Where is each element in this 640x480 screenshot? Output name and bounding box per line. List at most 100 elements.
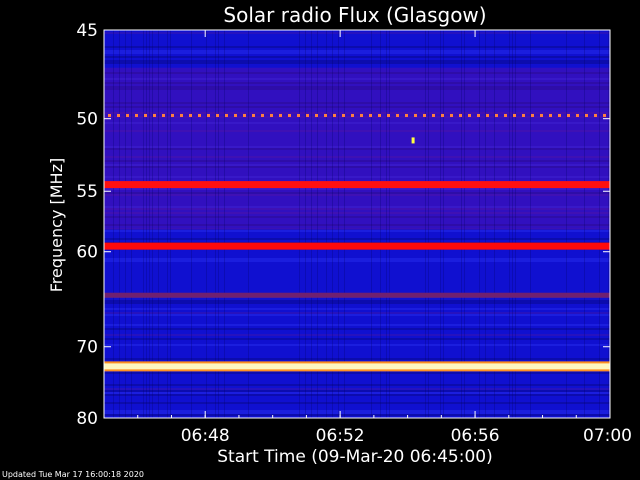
dotted-mark xyxy=(162,113,165,117)
dotted-mark xyxy=(315,113,318,117)
dotted-mark xyxy=(576,113,579,117)
texture-line xyxy=(104,188,610,190)
y-tick-label: 80 xyxy=(76,409,98,429)
dotted-mark xyxy=(288,113,291,117)
texture-column xyxy=(131,30,132,418)
texture-column xyxy=(566,30,567,418)
dotted-mark xyxy=(558,113,561,117)
dotted-mark xyxy=(468,113,471,117)
dotted-mark xyxy=(423,113,426,117)
texture-line xyxy=(104,146,610,148)
texture-column xyxy=(326,30,327,418)
texture-line xyxy=(104,194,610,196)
texture-column xyxy=(371,30,372,418)
dotted-mark xyxy=(432,113,435,117)
texture-column xyxy=(152,30,153,418)
dotted-mark xyxy=(216,113,219,117)
texture-line xyxy=(104,230,610,232)
band-59.5mhz xyxy=(104,242,610,250)
texture-line xyxy=(104,50,610,52)
texture-column xyxy=(167,30,168,418)
texture-column xyxy=(338,30,339,418)
texture-line xyxy=(104,388,610,390)
texture-line xyxy=(104,116,610,118)
texture-column xyxy=(332,30,333,418)
texture-line xyxy=(104,358,610,360)
dotted-mark xyxy=(369,113,372,117)
dotted-mark xyxy=(225,113,228,117)
texture-column xyxy=(248,30,249,418)
dotted-mark xyxy=(459,113,462,117)
y-tick-label: 45 xyxy=(76,21,98,41)
dotted-mark xyxy=(522,113,525,117)
texture-line xyxy=(104,402,610,404)
texture-column xyxy=(218,30,219,418)
texture-column xyxy=(530,30,531,418)
band-64.2mhz xyxy=(104,292,610,298)
texture-line xyxy=(104,78,610,80)
texture-column xyxy=(119,30,120,418)
texture-column xyxy=(191,30,192,418)
dotted-mark xyxy=(414,113,417,117)
y-axis: 45 50 55 60 70 80 xyxy=(76,21,610,429)
texture-column xyxy=(389,30,390,418)
texture-line xyxy=(104,216,610,218)
dotted-mark xyxy=(279,113,282,117)
dotted-mark xyxy=(540,113,543,117)
texture-line xyxy=(104,314,610,316)
dotted-mark xyxy=(198,113,201,117)
dotted-mark xyxy=(333,113,336,117)
texture-column xyxy=(608,30,609,418)
texture-column xyxy=(125,30,126,418)
texture-column xyxy=(299,30,300,418)
texture-line xyxy=(104,208,610,210)
texture-line xyxy=(104,206,610,208)
texture-column xyxy=(344,30,345,418)
dotted-mark xyxy=(504,113,507,117)
texture-column xyxy=(515,30,516,418)
x-tick-label: 06:48 xyxy=(181,426,230,446)
texture-line xyxy=(104,62,610,64)
texture-column xyxy=(170,30,171,418)
texture-line xyxy=(104,156,610,158)
band-72.5mhz xyxy=(104,363,610,370)
dotted-mark xyxy=(126,113,129,117)
texture-column xyxy=(206,30,207,418)
texture-line xyxy=(104,334,610,336)
texture-line xyxy=(104,328,610,330)
texture-line xyxy=(104,412,610,414)
texture-line xyxy=(104,56,610,58)
texture-line xyxy=(104,72,610,74)
texture-column xyxy=(485,30,486,418)
texture-column xyxy=(311,30,312,418)
texture-column xyxy=(113,30,114,418)
dotted-mark xyxy=(243,113,246,117)
dotted-line-49.8mhz xyxy=(108,113,606,117)
dotted-mark xyxy=(603,113,606,117)
dotted-mark xyxy=(495,113,498,117)
plot-frame xyxy=(103,29,611,419)
texture-line xyxy=(104,312,610,314)
dotted-mark xyxy=(135,113,138,117)
texture-column xyxy=(146,30,147,418)
dotted-mark xyxy=(342,113,345,117)
texture-column xyxy=(428,30,429,418)
texture-line xyxy=(104,160,610,162)
texture-line xyxy=(104,176,610,178)
texture-line xyxy=(104,338,610,340)
texture-region xyxy=(104,67,610,229)
texture-line xyxy=(104,112,610,114)
texture-line xyxy=(104,106,610,108)
texture-column xyxy=(584,30,585,418)
texture-line xyxy=(104,390,610,392)
texture-line xyxy=(104,148,610,150)
dotted-mark xyxy=(513,113,516,117)
texture-line xyxy=(104,32,610,34)
texture-line xyxy=(104,302,610,304)
dotted-mark xyxy=(234,113,237,117)
x-tick-label: 07:00 xyxy=(583,426,632,446)
texture-column xyxy=(386,30,387,418)
texture-column xyxy=(149,30,150,418)
dotted-mark xyxy=(117,113,120,117)
